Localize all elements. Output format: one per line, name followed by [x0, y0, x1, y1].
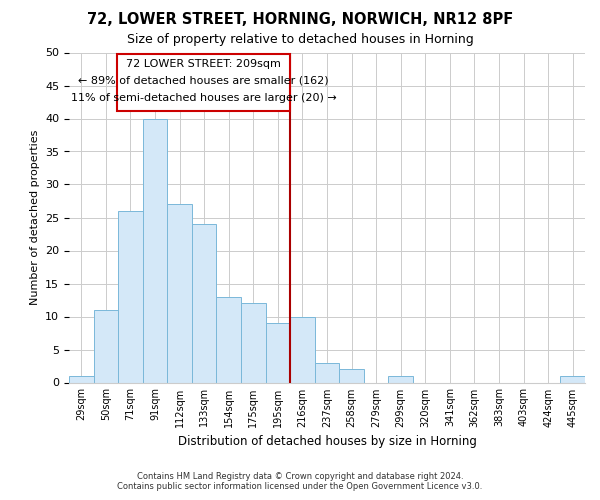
Bar	[143, 118, 167, 382]
Text: 11% of semi-detached houses are larger (20) →: 11% of semi-detached houses are larger (…	[71, 93, 337, 103]
Bar	[388, 376, 413, 382]
Text: 72 LOWER STREET: 209sqm: 72 LOWER STREET: 209sqm	[126, 58, 281, 68]
Text: 72, LOWER STREET, HORNING, NORWICH, NR12 8PF: 72, LOWER STREET, HORNING, NORWICH, NR12…	[87, 12, 513, 28]
Text: Contains HM Land Registry data © Crown copyright and database right 2024.
Contai: Contains HM Land Registry data © Crown c…	[118, 472, 482, 491]
Bar	[192, 224, 217, 382]
Text: Size of property relative to detached houses in Horning: Size of property relative to detached ho…	[127, 32, 473, 46]
Bar	[167, 204, 192, 382]
Bar	[560, 376, 585, 382]
Text: ← 89% of detached houses are smaller (162): ← 89% of detached houses are smaller (16…	[78, 75, 329, 85]
Bar	[339, 370, 364, 382]
Bar	[69, 376, 94, 382]
Bar	[118, 211, 143, 382]
Bar	[94, 310, 118, 382]
Bar	[117, 54, 290, 110]
Bar	[241, 304, 266, 382]
Bar	[290, 316, 315, 382]
Bar	[266, 323, 290, 382]
X-axis label: Distribution of detached houses by size in Horning: Distribution of detached houses by size …	[178, 435, 476, 448]
Bar	[217, 296, 241, 382]
Bar	[315, 362, 339, 382]
Y-axis label: Number of detached properties: Number of detached properties	[29, 130, 40, 305]
